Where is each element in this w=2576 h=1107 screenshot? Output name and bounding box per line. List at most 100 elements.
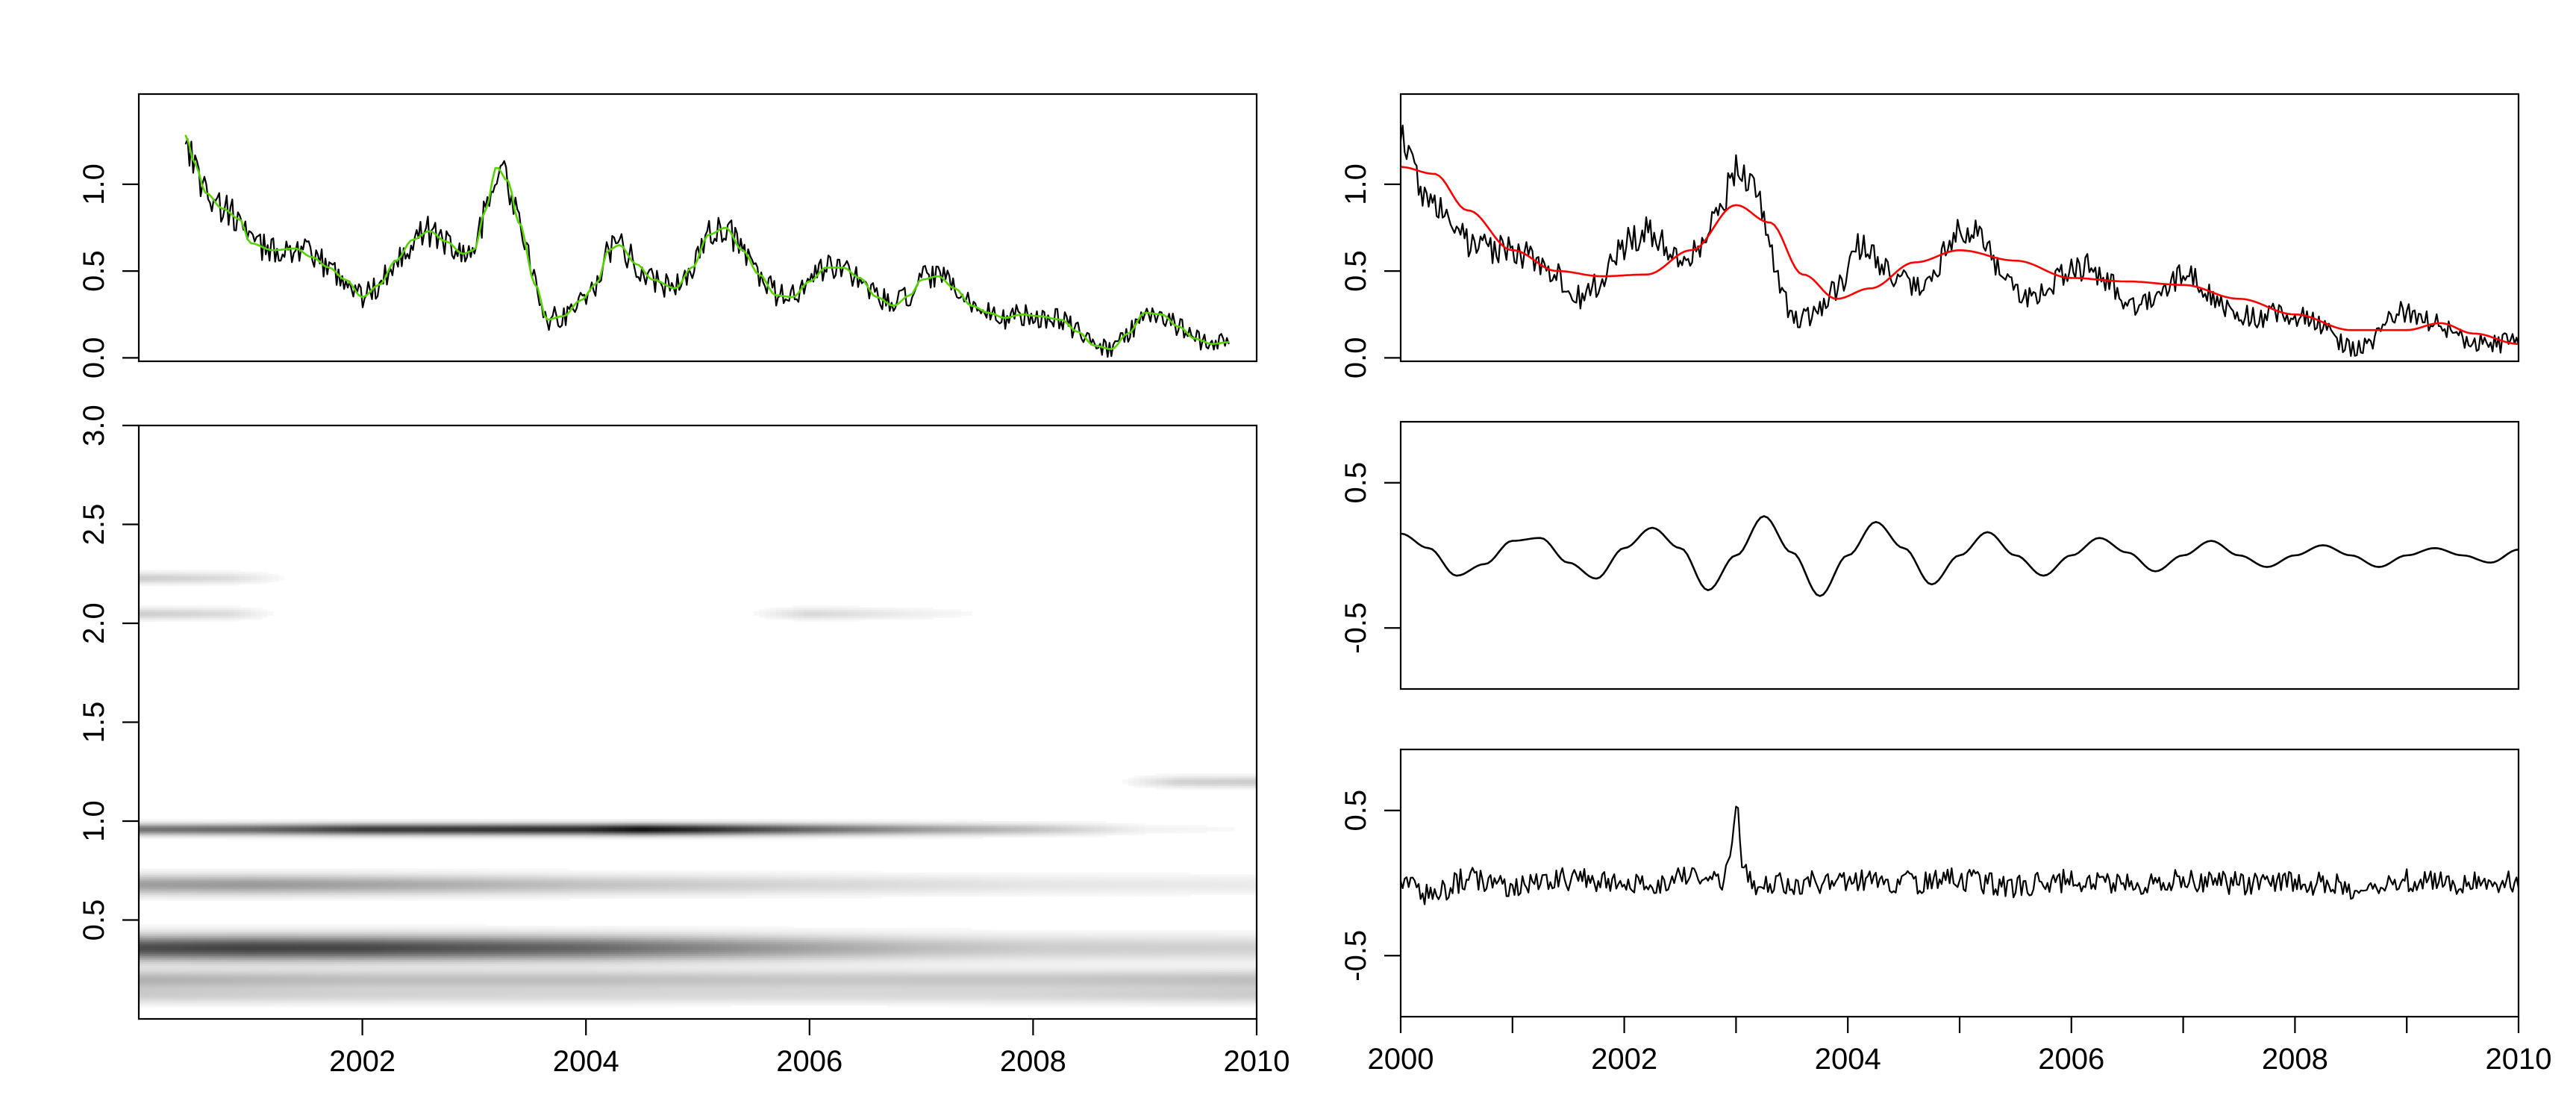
heatmap-cell bbox=[189, 977, 196, 980]
heatmap-cell bbox=[139, 868, 146, 871]
heatmap-cell bbox=[278, 955, 285, 958]
heatmap-cell bbox=[306, 888, 313, 891]
heatmap-cell bbox=[501, 928, 508, 931]
heatmap-cell bbox=[457, 971, 464, 974]
heatmap-cell bbox=[401, 977, 408, 980]
heatmap-cell bbox=[423, 997, 431, 1000]
heatmap-cell bbox=[373, 945, 380, 949]
heatmap-cell bbox=[312, 888, 319, 891]
heatmap-cell bbox=[463, 979, 469, 982]
heatmap-cell bbox=[328, 826, 335, 830]
heatmap-cell bbox=[261, 611, 268, 614]
heatmap-cell bbox=[160, 837, 168, 840]
heatmap-cell bbox=[312, 825, 319, 828]
heatmap-cell bbox=[384, 957, 391, 961]
heatmap-cell bbox=[446, 961, 453, 964]
heatmap-cell bbox=[290, 961, 296, 964]
heatmap-cell bbox=[323, 872, 330, 876]
heatmap-cell bbox=[284, 953, 290, 956]
heatmap-cell bbox=[396, 949, 402, 952]
heatmap-cell bbox=[250, 579, 257, 582]
heatmap-cell bbox=[222, 884, 229, 888]
heatmap-cell bbox=[401, 835, 408, 838]
heatmap-cell bbox=[429, 923, 436, 927]
heatmap-cell bbox=[334, 826, 341, 830]
heatmap-cell bbox=[228, 874, 234, 877]
heatmap-cell bbox=[194, 983, 201, 986]
heatmap-cell bbox=[144, 979, 151, 982]
heatmap-cell bbox=[194, 890, 201, 893]
heatmap-cell bbox=[144, 584, 151, 587]
heatmap-cell bbox=[312, 997, 319, 1000]
heatmap-cell bbox=[368, 989, 375, 992]
heatmap-cell bbox=[401, 880, 408, 883]
heatmap-cell bbox=[301, 821, 307, 824]
heatmap-cell bbox=[284, 821, 290, 824]
heatmap-cell bbox=[245, 876, 251, 879]
plot-frame bbox=[137, 93, 1258, 363]
heatmap-cell bbox=[418, 932, 425, 935]
heatmap-cell bbox=[222, 923, 229, 927]
heatmap-cell bbox=[396, 981, 402, 984]
heatmap-cell bbox=[328, 945, 335, 949]
heatmap-cell bbox=[149, 874, 157, 877]
heatmap-cell bbox=[379, 969, 386, 972]
heatmap-cell bbox=[211, 872, 218, 876]
heatmap-cell bbox=[479, 832, 486, 836]
heatmap-cell bbox=[183, 932, 190, 935]
heatmap-cell bbox=[396, 826, 402, 830]
heatmap-cell bbox=[390, 985, 397, 988]
heatmap-cell bbox=[160, 581, 168, 584]
heatmap-cell bbox=[457, 872, 464, 876]
heatmap-cell bbox=[194, 581, 201, 584]
heatmap-cell bbox=[222, 898, 229, 901]
heatmap-cell bbox=[328, 835, 335, 838]
heatmap-cell bbox=[334, 983, 341, 986]
heatmap-cell bbox=[261, 935, 268, 938]
heatmap-cell bbox=[178, 826, 184, 830]
heatmap-cell bbox=[479, 878, 486, 882]
heatmap-cell bbox=[205, 826, 212, 830]
heatmap-cell bbox=[267, 975, 274, 978]
heatmap-cell bbox=[234, 965, 240, 968]
heatmap-cell bbox=[239, 977, 246, 980]
heatmap-cell bbox=[340, 963, 346, 967]
heatmap-cell bbox=[216, 894, 223, 897]
heatmap-cell bbox=[139, 619, 146, 622]
heatmap-cell bbox=[261, 938, 268, 941]
heatmap-cell bbox=[222, 967, 229, 970]
heatmap-cell bbox=[474, 971, 481, 974]
heatmap-cell bbox=[357, 894, 363, 897]
heatmap-cell bbox=[379, 1002, 386, 1006]
heatmap-cell bbox=[401, 819, 408, 822]
heatmap-cell bbox=[144, 890, 151, 893]
heatmap-cell bbox=[379, 993, 386, 996]
heatmap-cell bbox=[340, 831, 346, 834]
heatmap-cell bbox=[401, 983, 408, 986]
heatmap-cell bbox=[267, 985, 274, 988]
heatmap-cell bbox=[501, 987, 508, 990]
heatmap-cell bbox=[407, 934, 413, 937]
heatmap-cell bbox=[396, 983, 402, 986]
heatmap-cell bbox=[379, 935, 386, 938]
heatmap-cell bbox=[328, 870, 335, 873]
heatmap-cell bbox=[513, 973, 519, 976]
heatmap-cell bbox=[396, 973, 402, 976]
heatmap-cell bbox=[284, 991, 290, 994]
heatmap-cell bbox=[423, 882, 431, 885]
heatmap-cell bbox=[306, 876, 313, 879]
heatmap-cell bbox=[312, 876, 319, 879]
heatmap-cell bbox=[245, 576, 251, 579]
heatmap-cell bbox=[418, 981, 425, 984]
heatmap-cell bbox=[357, 945, 363, 949]
heatmap-cell bbox=[166, 977, 173, 980]
heatmap-cell bbox=[144, 997, 151, 1000]
heatmap-cell bbox=[166, 868, 173, 871]
heatmap-cell bbox=[228, 951, 234, 955]
heatmap-cell bbox=[228, 886, 234, 889]
heatmap-cell bbox=[340, 977, 346, 980]
heatmap-cell bbox=[479, 1002, 486, 1006]
heatmap-cell bbox=[301, 928, 307, 931]
heatmap-cell bbox=[434, 821, 442, 824]
heatmap-cell bbox=[340, 965, 346, 968]
